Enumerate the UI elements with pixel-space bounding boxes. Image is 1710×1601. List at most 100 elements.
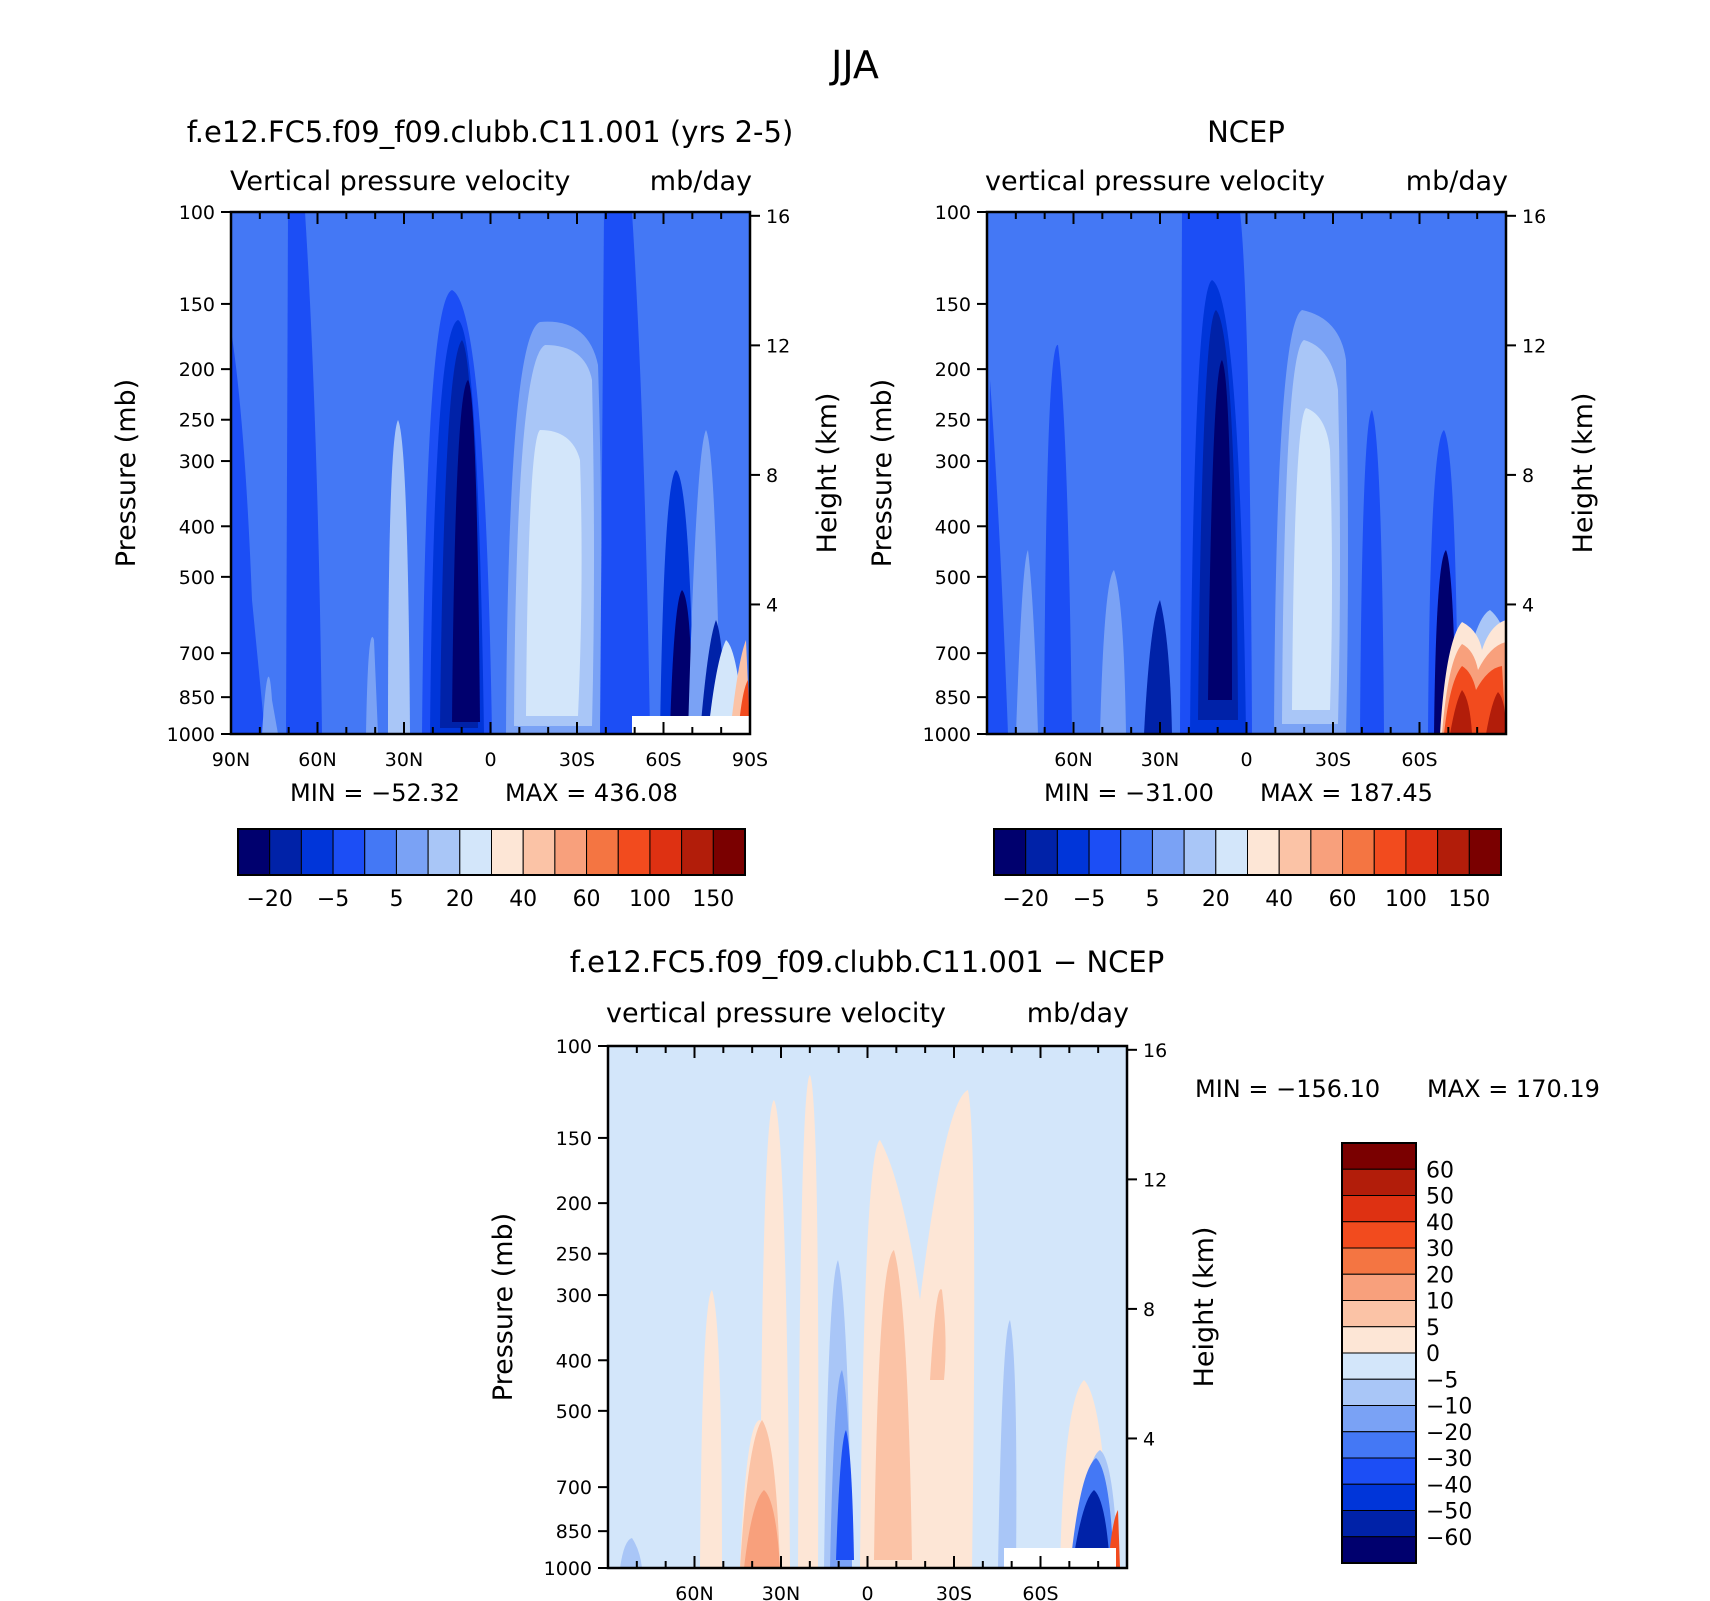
contour-region [1208,360,1232,700]
panel-ncep-axes: 100 150 200 250 300 400 500 700 850 1000 16 12 8 4 60N… [867,202,1599,771]
colorbar-box [1341,1378,1417,1406]
colorbar-box [269,828,302,876]
y-tick-label: 150 [935,294,971,316]
y-right-tick-label: 12 [1143,1169,1167,1191]
contour-region [700,1290,722,1568]
y-tick-label: 850 [935,687,971,709]
panel-model-max: MAX = 436.08 [505,779,678,807]
colorbar-box [681,828,714,876]
y-tick-label: 500 [935,567,971,589]
y-right-tick-label: 16 [1143,1040,1167,1062]
y-tick-label: 200 [179,359,215,381]
panel-model-min: MIN = −52.32 [290,779,460,807]
y-tick-label: 150 [556,1128,592,1150]
panel-ncep-subtitle-left: vertical pressure velocity [985,166,1325,197]
y-tick-label: 1000 [544,1558,592,1580]
colorbar-label: −5 [1426,1368,1458,1393]
colorbar-box [1341,1300,1417,1328]
contour-region [744,1490,780,1568]
panel-diff-field [608,1046,1127,1568]
y-tick-label: 500 [556,1401,592,1423]
contour-region [1360,410,1384,734]
colorbar-box [1468,828,1502,876]
colorbar-box [1341,1168,1417,1196]
panel-model-subtitle-right: mb/day [650,166,752,197]
x-tick-label: 30N [762,1583,800,1601]
colorbar-box [522,828,556,876]
y-tick-label: 500 [179,567,215,589]
missing-data-mask [632,716,750,734]
y-right-tick-label: 4 [1522,594,1534,616]
colorbar-label: −50 [1426,1500,1472,1525]
y-tick-label: 100 [179,202,215,224]
y-right-tick-label: 8 [1143,1299,1155,1321]
panel-diff-title: f.e12.FC5.f09_f09.clubb.C11.001 − NCEP [570,945,1164,979]
colorbar-box [427,828,461,876]
y-right-axis-label: Height (km) [812,393,843,554]
colorbar-label: 5 [1145,887,1159,912]
colorbar-box [1247,828,1280,876]
y-right-tick-label: 4 [1143,1428,1155,1450]
colorbar-box [1341,1536,1417,1564]
colorbar-box [1341,1431,1417,1459]
panel-diff-min: MIN = −156.10 [1195,1075,1380,1103]
colorbar-label: 10 [1426,1290,1454,1315]
y-tick-label: 200 [556,1193,592,1215]
colorbar-box [1341,1483,1417,1511]
colorbar-box [993,828,1027,876]
y-tick-label: 400 [179,516,215,538]
y-tick-label: 100 [935,202,971,224]
colorbar-box [1341,1457,1417,1485]
colorbar-label: 50 [1426,1185,1454,1210]
panel-model-axes: 100 150 200 250 300 400 500 700 850 1000 16 12 8 4 90N… [111,202,843,771]
x-tick-label: 90S [732,749,768,771]
y-tick-label: 850 [179,687,215,709]
y-axis-label: Pressure (mb) [867,379,898,567]
contour-region [836,1430,854,1560]
colorbar-label: 100 [629,887,671,912]
panel-ncep: NCEP vertical pressure velocity mb/day [867,115,1599,912]
contour-region [620,1538,642,1568]
y-tick-label: 250 [179,410,215,432]
contour-region [366,637,378,734]
contour-region [1486,692,1506,734]
panel-ncep-subtitle-right: mb/day [1406,166,1508,197]
colorbar-box [1405,828,1439,876]
colorbar-label: −60 [1426,1526,1472,1551]
contour-region [231,330,265,734]
colorbar-box [459,828,492,876]
panel-model-colorbar: −20 −5 5 20 40 60 100 150 [237,828,746,912]
contour-region [262,676,278,734]
colorbar-label: 20 [1426,1263,1454,1288]
contour-region [388,420,410,734]
colorbar-box [1215,828,1248,876]
y-right-tick-label: 16 [1522,206,1546,228]
y-right-axis-label: Height (km) [1568,393,1599,554]
colorbar-label: 150 [1448,887,1490,912]
x-tick-label: 30S [1315,749,1351,771]
panel-ncep-title: NCEP [1207,115,1285,149]
colorbar-box [1341,1510,1417,1538]
y-tick-label: 400 [556,1350,592,1372]
contour-region [286,212,322,734]
colorbar-label: 30 [1426,1237,1454,1262]
y-tick-label: 850 [556,1521,592,1543]
panel-ncep-field [987,212,1506,734]
colorbar-label: −20 [246,887,292,912]
y-right-tick-label: 16 [766,206,790,228]
colorbar-box [1342,828,1375,876]
x-tick-label: 0 [1240,749,1252,771]
colorbar-label: 40 [1265,887,1293,912]
contour-region [670,590,692,730]
colorbar-label: 60 [573,887,601,912]
y-tick-label: 700 [935,643,971,665]
contour-region [1016,550,1038,734]
colorbar-box [1341,1142,1417,1170]
colorbar-box [1088,828,1122,876]
y-tick-label: 100 [556,1036,592,1058]
y-tick-label: 1000 [167,724,215,746]
figure-title: JJA [829,43,879,87]
panel-diff-max: MAX = 170.19 [1427,1075,1600,1103]
contour-region [1450,690,1472,734]
